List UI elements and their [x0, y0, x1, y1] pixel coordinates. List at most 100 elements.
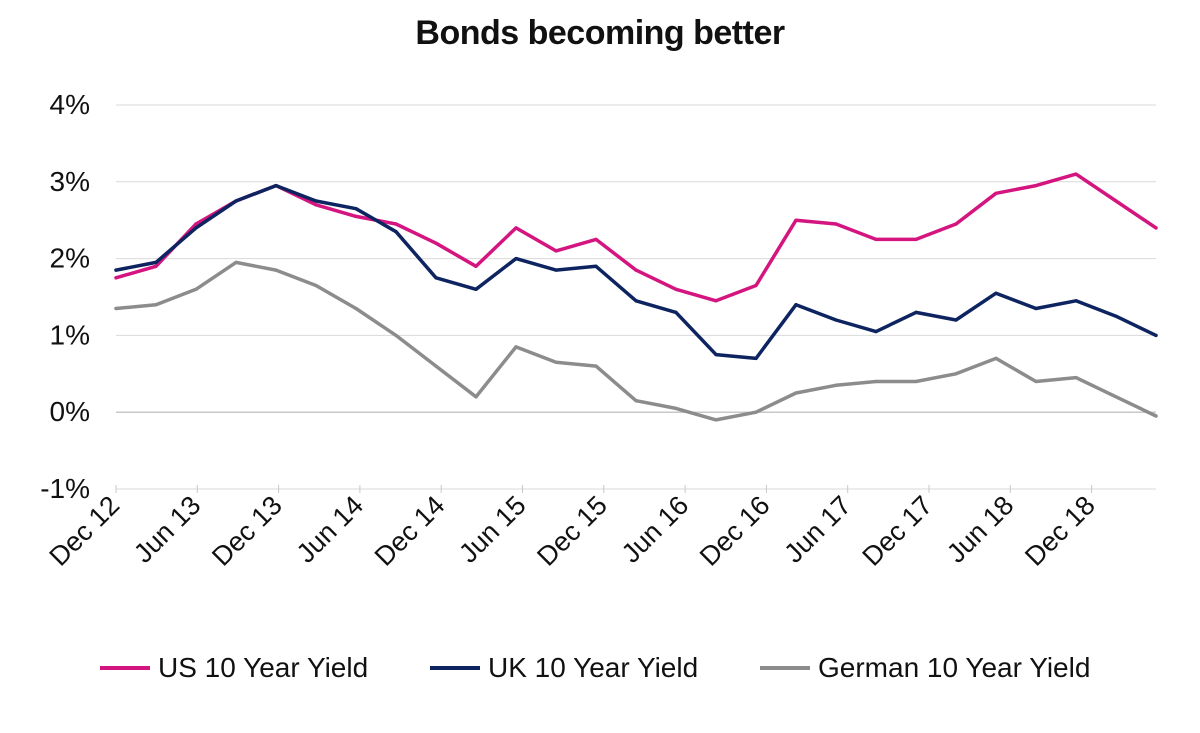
- series-line-german: [114, 260, 1158, 422]
- data-point-german: [634, 399, 638, 403]
- x-tick-label: Jun 13: [128, 490, 207, 569]
- x-tick-label: Jun 18: [941, 490, 1020, 569]
- data-point-uk: [1154, 333, 1158, 337]
- legend-swatch-german: [760, 666, 810, 670]
- y-tick-label: 1%: [50, 319, 90, 350]
- legend: US 10 Year Yield UK 10 Year Yield German…: [0, 648, 1200, 688]
- data-point-us: [634, 268, 638, 272]
- data-point-uk: [474, 287, 478, 291]
- legend-item-german: German 10 Year Yield: [760, 648, 1090, 688]
- x-tick-label: Jun 15: [453, 490, 532, 569]
- y-tick-label: 0%: [50, 396, 90, 427]
- data-point-german: [874, 379, 878, 384]
- data-point-german: [394, 333, 398, 337]
- x-tick-label: Jun 14: [291, 490, 370, 569]
- data-point-uk: [434, 276, 438, 280]
- data-point-german: [154, 303, 158, 307]
- data-point-us: [1074, 172, 1078, 176]
- data-point-uk: [754, 356, 758, 360]
- data-point-german: [1074, 376, 1078, 380]
- x-tick-label: Dec 18: [1019, 490, 1101, 572]
- data-point-uk: [834, 318, 838, 322]
- x-tick-label: Dec 13: [206, 490, 288, 572]
- data-point-us: [114, 276, 118, 280]
- data-point-us: [554, 249, 558, 253]
- y-tick-label: 4%: [50, 89, 90, 120]
- data-point-us: [794, 218, 798, 222]
- legend-swatch-us: [100, 666, 150, 670]
- data-point-german: [914, 379, 918, 384]
- data-point-german: [274, 268, 278, 272]
- gridlines: [115, 104, 1156, 493]
- data-point-uk: [1074, 299, 1078, 303]
- data-point-german: [834, 383, 838, 387]
- data-point-german: [674, 406, 678, 410]
- data-point-german: [434, 364, 438, 368]
- legend-label-german: German 10 Year Yield: [818, 652, 1091, 683]
- data-point-us: [314, 203, 318, 207]
- data-point-german: [114, 306, 118, 311]
- data-point-uk: [794, 303, 798, 307]
- data-point-uk: [554, 268, 558, 272]
- x-tick-label: Dec 14: [369, 490, 451, 572]
- data-point-german: [194, 287, 198, 291]
- data-point-us: [474, 264, 478, 268]
- x-tick-label: Jun 17: [778, 490, 857, 569]
- data-point-us: [834, 222, 838, 226]
- data-point-uk: [714, 353, 718, 357]
- data-point-uk: [394, 230, 398, 234]
- data-point-german: [1034, 379, 1038, 384]
- x-tick-label: Dec 17: [857, 490, 939, 572]
- data-point-german: [354, 306, 358, 311]
- data-point-us: [1114, 199, 1118, 203]
- data-point-uk: [634, 299, 638, 303]
- data-point-uk: [874, 330, 878, 334]
- series-lines: [114, 172, 1158, 422]
- data-point-german: [714, 418, 718, 422]
- data-point-us: [994, 191, 998, 195]
- data-point-uk: [914, 310, 918, 314]
- data-point-us: [154, 264, 158, 268]
- data-point-uk: [674, 310, 678, 314]
- data-point-german: [594, 364, 598, 368]
- x-tick-label: Dec 16: [694, 490, 776, 572]
- data-point-uk: [114, 268, 118, 272]
- legend-item-us: US 10 Year Yield: [100, 648, 368, 688]
- data-point-uk: [994, 291, 998, 295]
- series-line-us: [114, 172, 1158, 303]
- data-point-uk: [314, 199, 318, 203]
- data-point-uk: [1034, 306, 1038, 311]
- data-point-us: [434, 241, 438, 245]
- data-point-uk: [234, 199, 238, 203]
- y-axis-tick-labels: 4% 3% 2% 1% 0% -1%: [40, 89, 90, 504]
- data-point-uk: [354, 207, 358, 211]
- data-point-us: [194, 222, 198, 226]
- data-point-us: [1034, 184, 1038, 188]
- data-point-german: [754, 410, 758, 414]
- data-point-us: [954, 222, 958, 226]
- data-point-uk: [954, 318, 958, 322]
- data-point-us: [754, 283, 758, 288]
- data-point-us: [914, 237, 918, 241]
- data-point-us: [674, 287, 678, 291]
- x-tick-label: Dec 15: [531, 490, 613, 572]
- data-point-uk: [514, 257, 518, 261]
- data-point-german: [514, 345, 518, 349]
- data-point-german: [474, 395, 478, 399]
- data-point-us: [594, 237, 598, 241]
- data-point-us: [874, 237, 878, 241]
- data-point-uk: [154, 260, 158, 264]
- x-axis-tick-labels: Dec 12 Jun 13 Dec 13 Jun 14 Dec 14 Jun 15 Dec …: [44, 490, 1101, 572]
- data-point-uk: [594, 264, 598, 268]
- data-point-us: [354, 214, 358, 218]
- y-tick-label: -1%: [40, 473, 90, 504]
- data-point-german: [234, 260, 238, 264]
- data-point-uk: [1114, 314, 1118, 318]
- y-tick-label: 3%: [50, 166, 90, 197]
- legend-label-uk: UK 10 Year Yield: [488, 652, 699, 683]
- data-point-us: [1154, 226, 1158, 230]
- data-point-german: [314, 283, 318, 288]
- chart-title: Bonds becoming better: [415, 14, 785, 52]
- data-point-us: [394, 222, 398, 226]
- legend-label-us: US 10 Year Yield: [158, 652, 369, 683]
